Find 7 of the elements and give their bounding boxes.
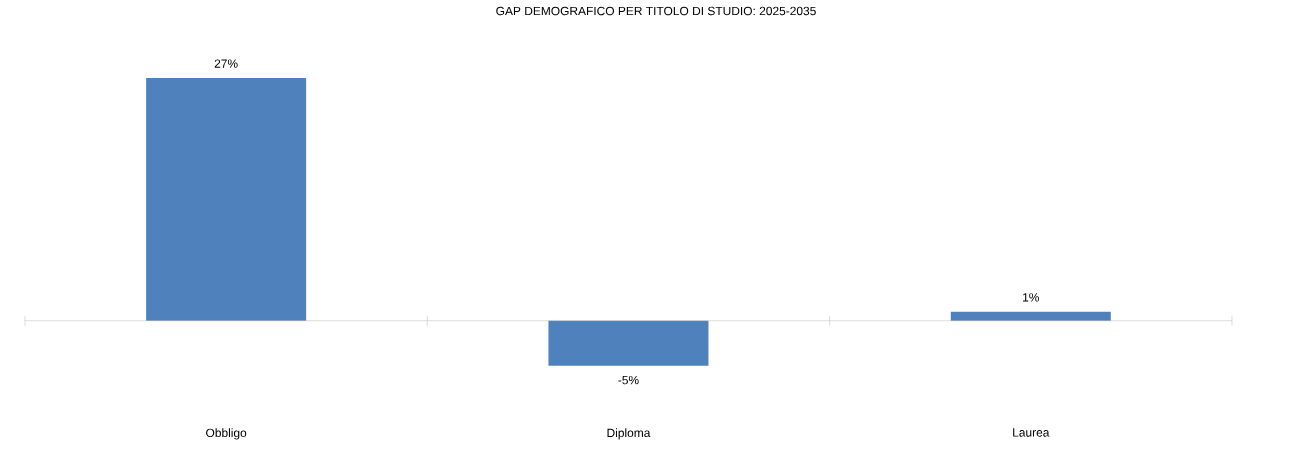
data-label: -5% — [618, 375, 639, 385]
chart-title: GAP DEMOGRAFICO PER TITOLO DI STUDIO: 2025-2035 — [496, 6, 816, 16]
x-tick-label: Diploma — [607, 428, 651, 440]
data-label: 27% — [214, 59, 238, 68]
data-label: 1% — [1023, 293, 1039, 302]
x-tick-label: Laurea — [1013, 428, 1050, 437]
x-tick-label: Obbligo — [206, 428, 247, 440]
